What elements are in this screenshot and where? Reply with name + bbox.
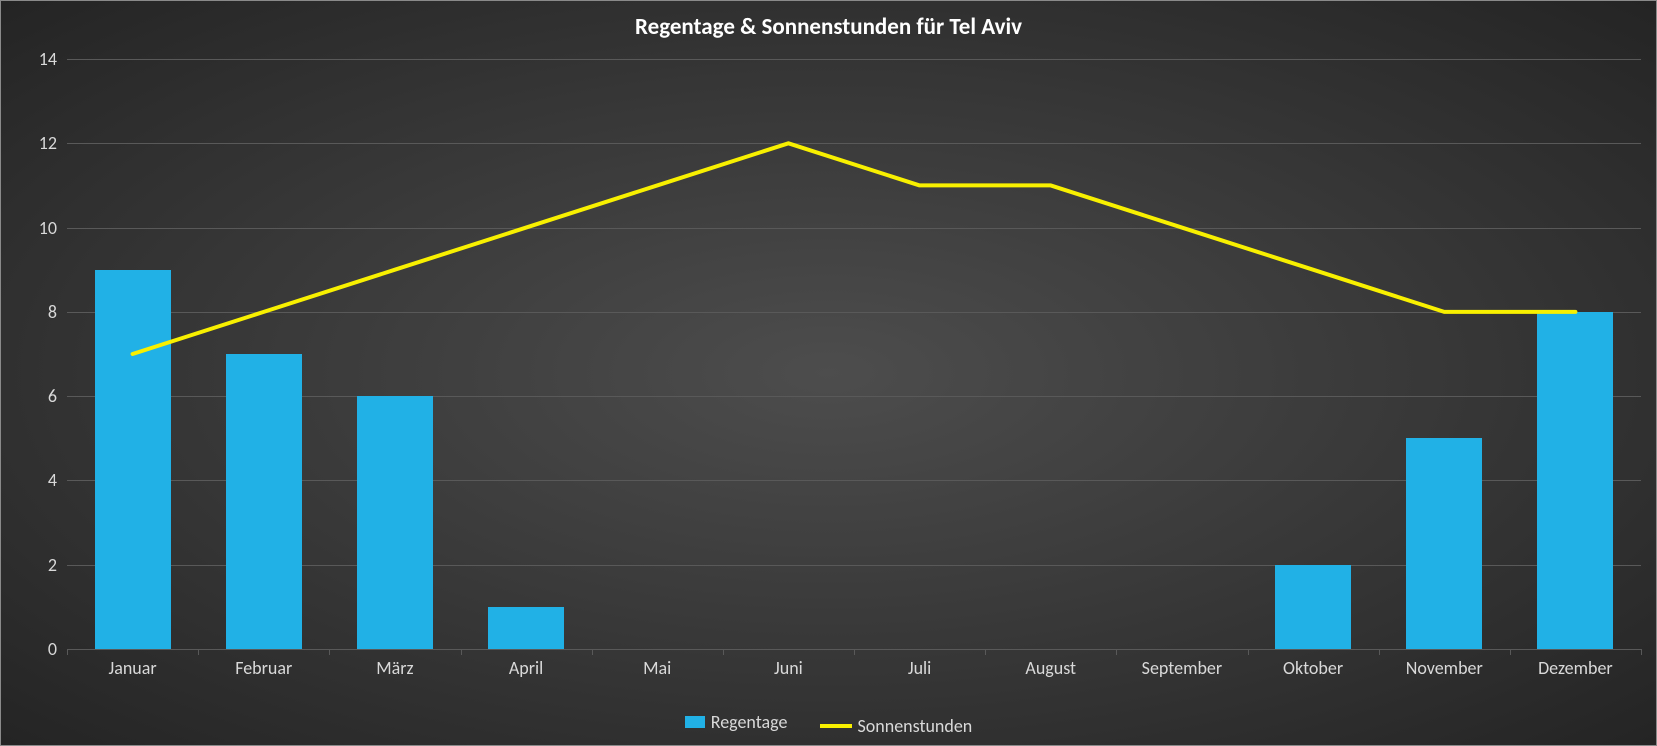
bar [1537,312,1613,649]
bar [226,354,302,649]
x-tick-mark [1510,649,1511,655]
x-tick-mark [1641,649,1642,655]
x-tick-label: Oktober [1283,657,1343,679]
gridline [67,396,1641,397]
y-tick-label: 0 [17,638,57,660]
legend-label-bars: Regentage [711,711,788,733]
x-tick-mark [1379,649,1380,655]
x-tick-mark [985,649,986,655]
chart-title: Regentage & Sonnenstunden für Tel Aviv [1,13,1656,41]
x-tick-label: Juli [908,657,931,679]
line-series [67,59,1641,649]
legend-swatch-line [820,724,852,728]
x-tick-label: Mai [643,657,671,679]
x-tick-mark [1248,649,1249,655]
y-tick-label: 14 [17,48,57,70]
legend: Regentage Sonnenstunden [1,711,1656,737]
legend-swatch-bar [685,716,705,728]
x-tick-mark [1116,649,1117,655]
legend-label-line: Sonnenstunden [858,715,973,737]
gridline [67,143,1641,144]
x-tick-mark [67,649,68,655]
legend-item-bars: Regentage [685,711,788,733]
gridline [67,565,1641,566]
y-tick-label: 6 [17,385,57,407]
weather-chart: Regentage & Sonnenstunden für Tel Aviv R… [0,0,1657,746]
legend-item-line: Sonnenstunden [820,715,973,737]
x-tick-label: Juni [774,657,803,679]
bar [488,607,564,649]
x-tick-label: Februar [235,657,292,679]
bar [1275,565,1351,649]
x-tick-mark [198,649,199,655]
x-tick-label: August [1025,657,1076,679]
x-tick-mark [329,649,330,655]
y-tick-label: 4 [17,469,57,491]
gridline [67,480,1641,481]
x-tick-label: April [509,657,543,679]
x-tick-mark [723,649,724,655]
x-tick-mark [461,649,462,655]
gridline [67,228,1641,229]
x-tick-label: September [1142,657,1222,679]
x-tick-label: März [376,657,413,679]
x-tick-mark [592,649,593,655]
bar [1406,438,1482,649]
gridline [67,312,1641,313]
bar [95,270,171,649]
gridline [67,59,1641,60]
y-tick-label: 12 [17,132,57,154]
y-tick-label: 8 [17,301,57,323]
plot-area [67,59,1641,649]
bar [357,396,433,649]
x-tick-label: Dezember [1538,657,1613,679]
y-tick-label: 2 [17,554,57,576]
x-tick-label: Januar [108,657,156,679]
y-tick-label: 10 [17,217,57,239]
x-tick-label: November [1406,657,1483,679]
x-tick-mark [854,649,855,655]
